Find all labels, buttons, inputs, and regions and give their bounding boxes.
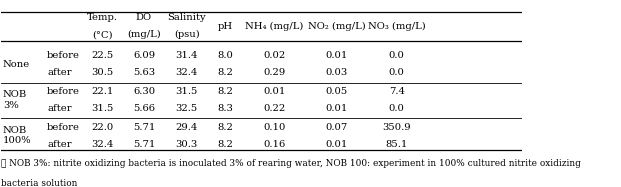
Text: 0.01: 0.01 — [325, 51, 348, 60]
Text: 8.2: 8.2 — [218, 68, 233, 77]
Text: 30.5: 30.5 — [91, 68, 114, 77]
Text: 6.09: 6.09 — [133, 51, 155, 60]
Text: 6.30: 6.30 — [133, 87, 155, 96]
Text: None: None — [2, 60, 30, 69]
Text: 32.4: 32.4 — [176, 68, 198, 77]
Text: 0.0: 0.0 — [389, 104, 405, 113]
Text: bacteria solution: bacteria solution — [1, 179, 77, 187]
Text: 8.3: 8.3 — [218, 104, 233, 113]
Text: 22.0: 22.0 — [91, 122, 114, 131]
Text: before: before — [47, 51, 80, 60]
Text: (mg/L): (mg/L) — [127, 30, 161, 39]
Text: 0.01: 0.01 — [325, 104, 348, 113]
Text: 0.16: 0.16 — [263, 140, 286, 149]
Text: 0.03: 0.03 — [325, 68, 348, 77]
Text: Temp.: Temp. — [87, 13, 118, 22]
Text: ※ NOB 3%: nitrite oxidizing bacteria is inoculated 3% of rearing water, NOB 100:: ※ NOB 3%: nitrite oxidizing bacteria is … — [1, 159, 581, 168]
Text: 5.66: 5.66 — [133, 104, 155, 113]
Text: 31.5: 31.5 — [176, 87, 198, 96]
Text: 85.1: 85.1 — [386, 140, 408, 149]
Text: 8.2: 8.2 — [218, 87, 233, 96]
Text: NH₄ (mg/L): NH₄ (mg/L) — [245, 22, 304, 31]
Text: (°C): (°C) — [92, 30, 112, 39]
Text: 0.01: 0.01 — [325, 140, 348, 149]
Text: 5.71: 5.71 — [133, 140, 155, 149]
Text: 0.0: 0.0 — [389, 68, 405, 77]
Text: 22.5: 22.5 — [91, 51, 114, 60]
Text: 0.01: 0.01 — [263, 87, 286, 96]
Text: NO₂ (mg/L): NO₂ (mg/L) — [308, 22, 366, 31]
Text: 0.02: 0.02 — [263, 51, 286, 60]
Text: 0.29: 0.29 — [263, 68, 286, 77]
Text: 32.4: 32.4 — [91, 140, 114, 149]
Text: 8.2: 8.2 — [218, 122, 233, 131]
Text: NOB
100%: NOB 100% — [2, 126, 32, 145]
Text: 350.9: 350.9 — [383, 122, 411, 131]
Text: 0.10: 0.10 — [263, 122, 286, 131]
Text: 31.5: 31.5 — [91, 104, 114, 113]
Text: 31.4: 31.4 — [176, 51, 198, 60]
Text: DO: DO — [136, 13, 152, 22]
Text: 8.0: 8.0 — [218, 51, 233, 60]
Text: 22.1: 22.1 — [91, 87, 114, 96]
Text: 0.05: 0.05 — [325, 87, 348, 96]
Text: after: after — [47, 68, 71, 77]
Text: NOB
3%: NOB 3% — [2, 90, 27, 110]
Text: 30.3: 30.3 — [176, 140, 198, 149]
Text: (psu): (psu) — [174, 30, 199, 39]
Text: 32.5: 32.5 — [176, 104, 198, 113]
Text: 0.22: 0.22 — [263, 104, 286, 113]
Text: 5.63: 5.63 — [133, 68, 155, 77]
Text: before: before — [47, 122, 80, 131]
Text: pH: pH — [218, 22, 233, 31]
Text: 5.71: 5.71 — [133, 122, 155, 131]
Text: 0.07: 0.07 — [325, 122, 348, 131]
Text: 7.4: 7.4 — [389, 87, 405, 96]
Text: Salinity: Salinity — [168, 13, 206, 22]
Text: 0.0: 0.0 — [389, 51, 405, 60]
Text: 29.4: 29.4 — [176, 122, 198, 131]
Text: before: before — [47, 87, 80, 96]
Text: after: after — [47, 140, 71, 149]
Text: 8.2: 8.2 — [218, 140, 233, 149]
Text: after: after — [47, 104, 71, 113]
Text: NO₃ (mg/L): NO₃ (mg/L) — [368, 22, 425, 31]
